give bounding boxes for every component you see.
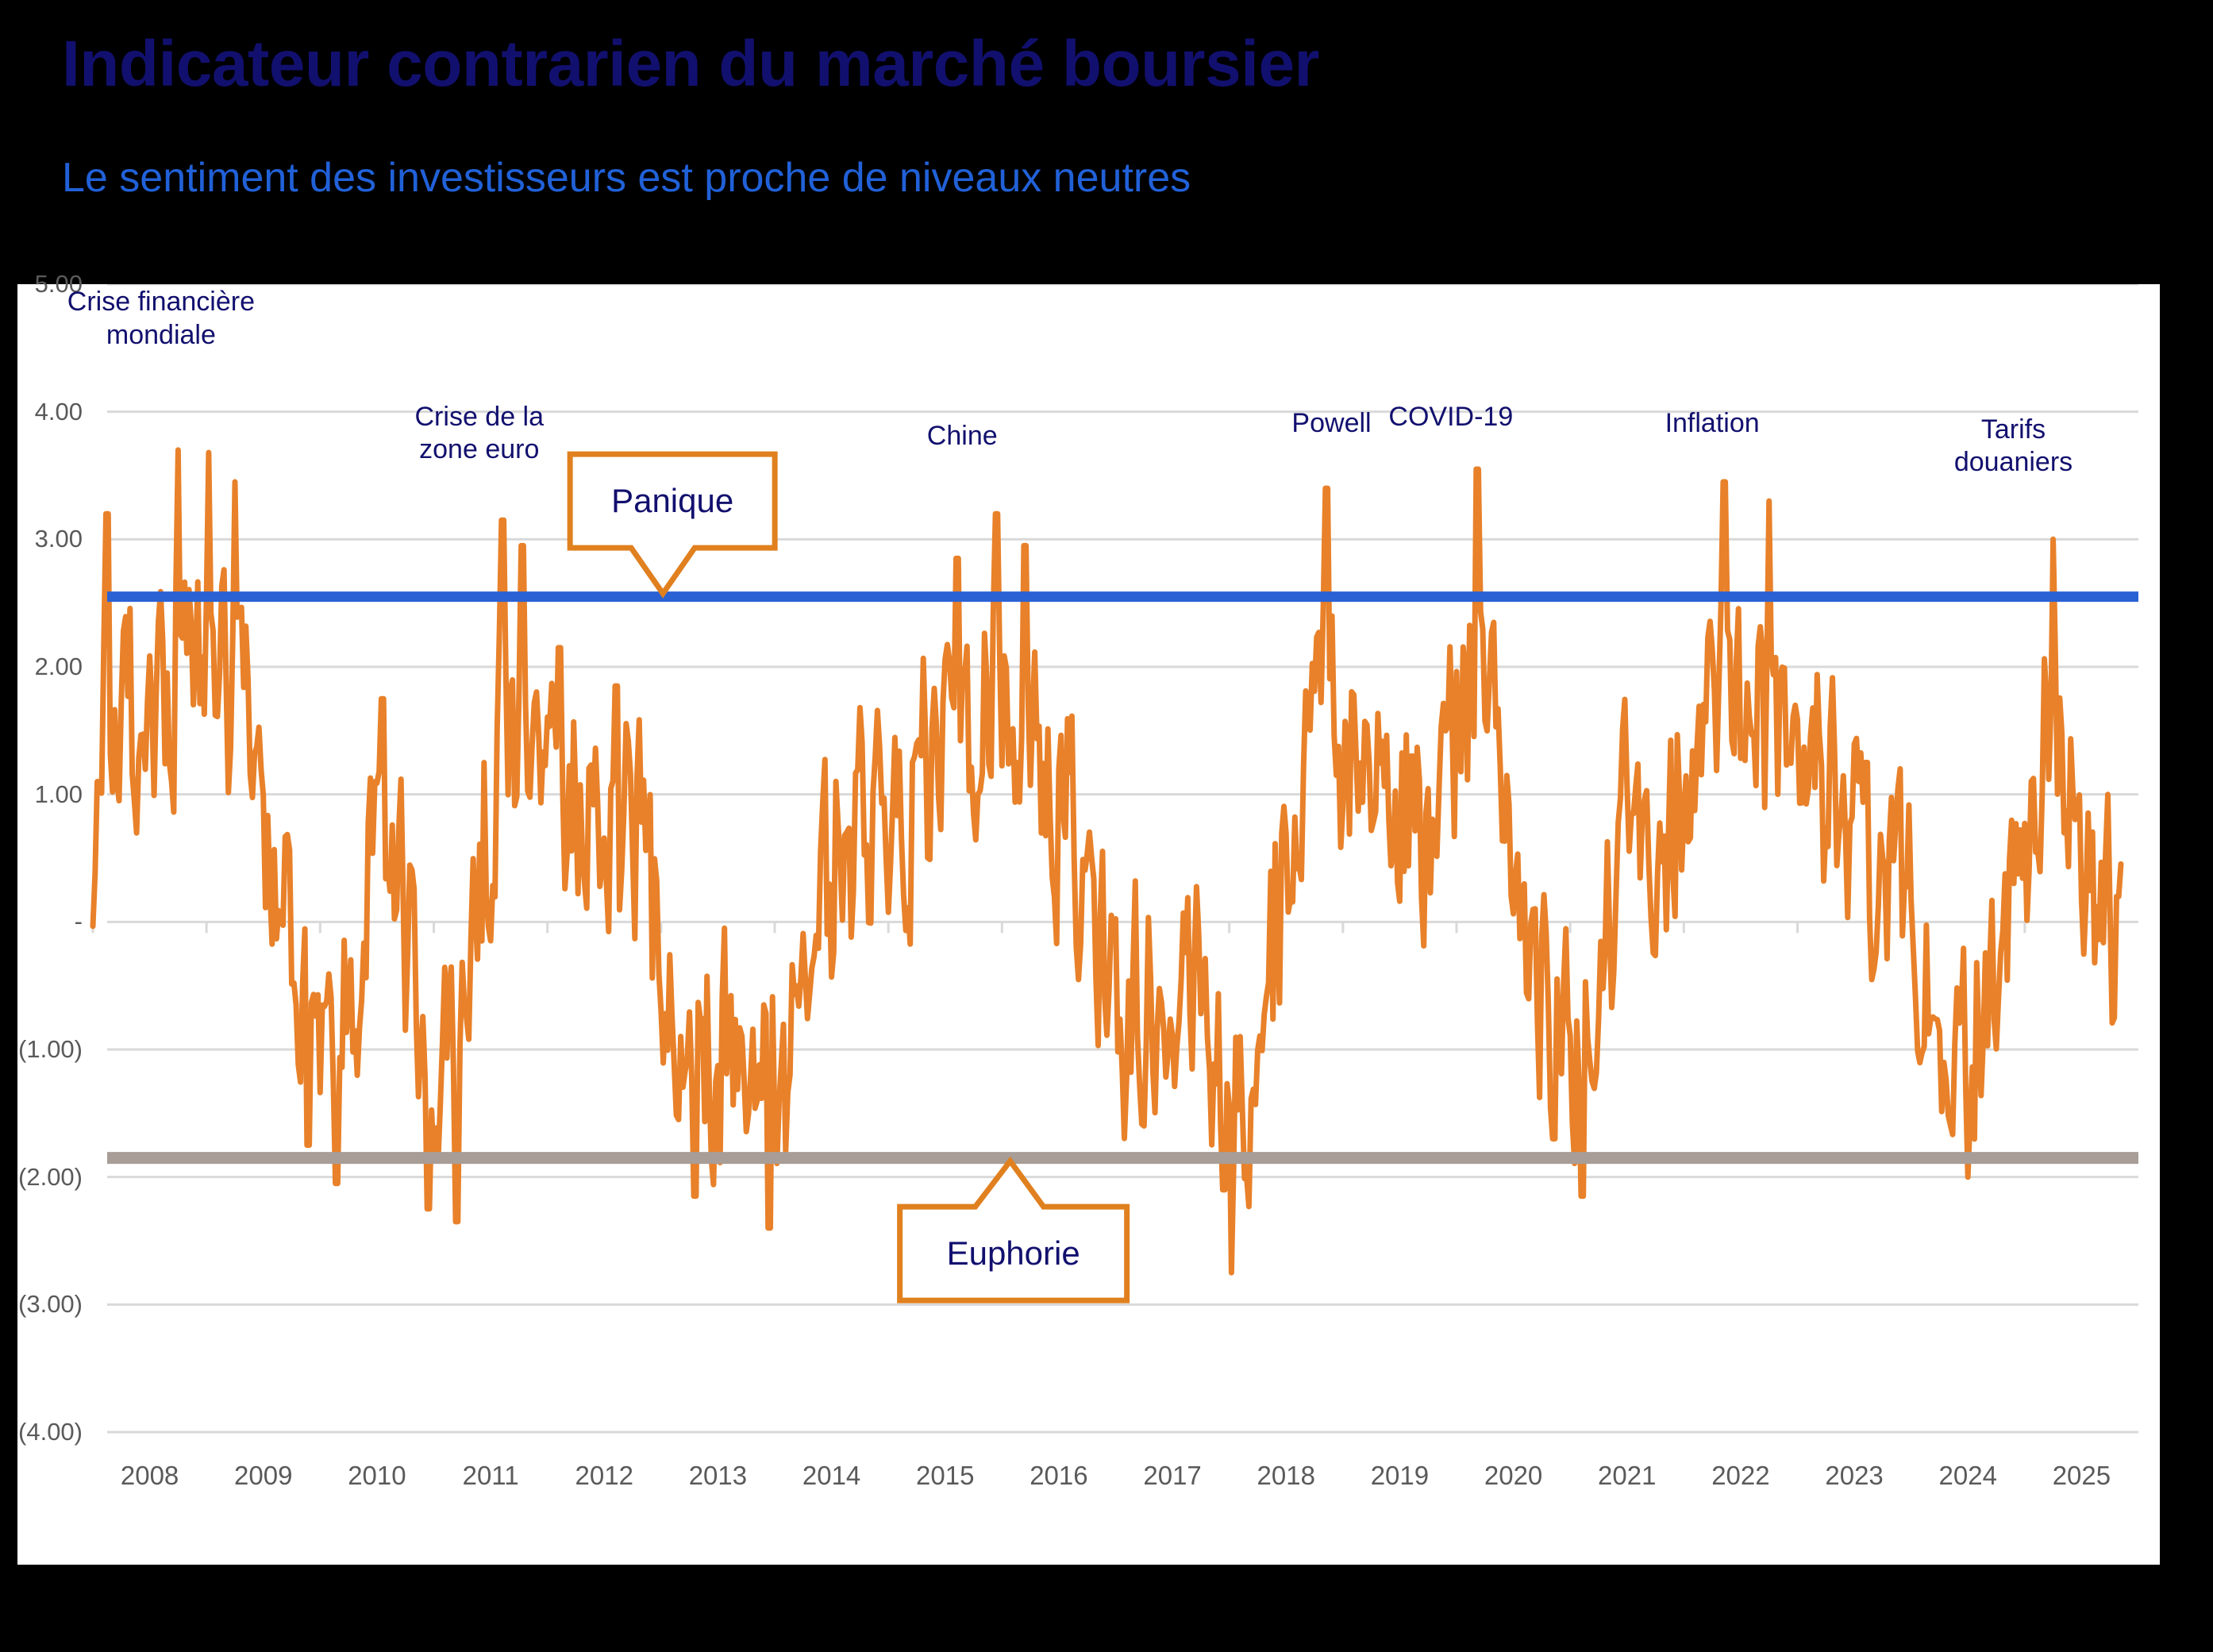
- contrarian-indicator-chart: [90, 284, 2138, 1434]
- x-axis-tick-label: 2011: [462, 1461, 519, 1490]
- callout-box-euphorie: [897, 1156, 1130, 1304]
- annotation-crise-zone-euro: Crise de la zone euro: [414, 401, 545, 465]
- y-axis-tick-label: 1.00: [34, 780, 83, 808]
- x-axis-tick-label: 2016: [1030, 1461, 1088, 1490]
- x-axis-tick-label: 2025: [2052, 1461, 2111, 1490]
- x-axis-tick-label: 2015: [916, 1461, 975, 1490]
- annotation-chine: Chine: [926, 420, 998, 451]
- series-line-indicateur-contrarien: [90, 447, 2124, 1276]
- x-axis-tick-label: 2017: [1143, 1461, 1202, 1490]
- x-axis-tick-label: 2020: [1484, 1461, 1543, 1490]
- y-axis-tick-label: 5.00: [34, 270, 83, 298]
- y-axis-tick-label: (2.00): [18, 1162, 83, 1191]
- x-axis-tick-label: 2019: [1370, 1461, 1430, 1490]
- annotation-inflation: Inflation: [1665, 407, 1760, 438]
- callout-label-euphorie: Euphorie: [946, 1234, 1080, 1273]
- y-axis-tick-label: (3.00): [18, 1290, 83, 1319]
- x-axis-tick-label: 2021: [1598, 1461, 1657, 1490]
- annotation-covid-19: COVID-19: [1388, 401, 1514, 432]
- x-axis-tick-label: 2013: [688, 1461, 748, 1490]
- y-axis-tick-label: 4.00: [34, 397, 83, 426]
- x-axis-tick-label: 2010: [348, 1461, 406, 1490]
- x-axis-tick-label: 2012: [575, 1461, 633, 1490]
- y-axis-tick-label: (4.00): [18, 1418, 83, 1446]
- x-axis-tick-label: 2022: [1711, 1461, 1770, 1490]
- annotation-powell: Powell: [1291, 407, 1372, 438]
- page-subtitle: Le sentiment des investisseurs est proch…: [62, 155, 1191, 201]
- callout-box-panique: [567, 451, 778, 599]
- y-axis-tick-label: 3.00: [34, 525, 83, 553]
- x-axis-tick-label: 2023: [1825, 1461, 1884, 1490]
- y-axis-tick-label: (1.00): [18, 1035, 83, 1063]
- chart-card: 5.00 4.00 3.00 2.00 1.00 - (1.00) (2.00) (3.00) (…: [17, 270, 2160, 1565]
- annotation-crise-financiere-mondiale: Crise financière mondiale: [67, 287, 255, 350]
- callout-label-panique: Panique: [611, 482, 734, 520]
- x-axis-tick-label: 2024: [1938, 1461, 1997, 1490]
- x-axis-tick-label: 2009: [234, 1461, 293, 1490]
- x-axis-tick-label: 2008: [120, 1461, 179, 1490]
- x-axis-tick-label: 2014: [802, 1461, 861, 1490]
- page-title: Indicateur contrarien du marché boursier: [62, 28, 1319, 100]
- x-axis-tick-label: 2018: [1257, 1461, 1315, 1490]
- chart-plot-area: 5.00 4.00 3.00 2.00 1.00 - (1.00) (2.00) (3.00) (…: [17, 270, 2160, 1565]
- y-axis-tick-label: 2.00: [34, 653, 83, 680]
- annotation-tarifs-douaniers: Tarifs douaniers: [1953, 414, 2073, 478]
- y-axis-tick-label: -: [74, 907, 83, 936]
